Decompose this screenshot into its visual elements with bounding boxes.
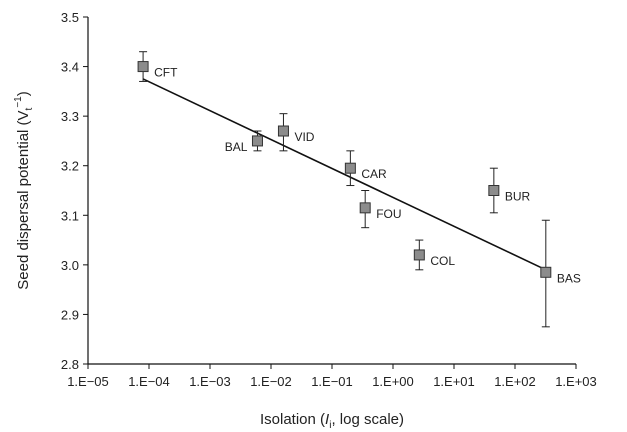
y-tick-label: 2.8	[61, 357, 79, 372]
y-tick-label: 3.4	[61, 60, 79, 75]
data-point-marker	[251, 135, 263, 147]
x-tick-label: 1.E+00	[372, 374, 414, 389]
data-point-marker	[344, 162, 356, 174]
data-point-label: VID	[294, 130, 314, 144]
x-tick-label: 1.E+01	[433, 374, 475, 389]
data-point-label: BUR	[505, 190, 531, 204]
y-tick-label: 3.5	[61, 10, 79, 25]
y-tick-label: 3.0	[61, 258, 79, 273]
x-axis-title-italic: I	[325, 411, 329, 428]
marker-layer	[137, 61, 552, 278]
data-point-label: COL	[430, 254, 455, 268]
data-point-marker	[359, 202, 371, 214]
x-axis-title-subscript: i	[329, 420, 331, 431]
x-tick-label: 1.E−03	[189, 374, 231, 389]
y-axis-title-subscript: t	[24, 107, 35, 110]
data-point-marker	[277, 125, 289, 137]
point-label-layer: CFT BAL VID CAR FOU COL BUR BAS	[154, 66, 581, 286]
x-axis-title-text: , log scale)	[331, 411, 404, 428]
trendline-layer	[142, 78, 547, 271]
y-axis-title-superscript: −1	[13, 96, 24, 108]
y-axis-title-text: )	[15, 91, 32, 96]
data-point-label: CAR	[361, 167, 387, 181]
x-axis-title: Isolation (Ii, log scale)	[260, 411, 404, 431]
data-point-marker	[137, 61, 149, 73]
data-point-marker	[488, 185, 500, 196]
data-point-marker	[413, 249, 425, 261]
x-tick-label: 1.E+03	[555, 374, 597, 389]
data-point-label: BAS	[557, 271, 581, 285]
data-point-label: BAL	[225, 140, 248, 154]
x-axis-title-text: Isolation (	[260, 411, 325, 428]
error-bar-layer	[139, 51, 550, 328]
x-tick-layer: 1.E−05 1.E−04 1.E−03 1.E−02 1.E−01 1.E+00 1.E+…	[67, 364, 597, 389]
data-point-marker	[540, 266, 552, 278]
y-tick-label: 2.9	[61, 307, 79, 322]
y-tick-label: 3.1	[61, 208, 79, 223]
x-tick-label: 1.E−04	[128, 374, 170, 389]
y-tick-layer: 2.8 2.9 3.0 3.1 3.2 3.3 3.4 3.5	[61, 10, 88, 372]
y-tick-label: 3.3	[61, 109, 79, 124]
y-tick-label: 3.2	[61, 159, 79, 174]
y-axis-title: Seed dispersal potential (Vt−1)	[13, 91, 35, 289]
x-tick-label: 1.E+02	[494, 374, 536, 389]
x-tick-label: 1.E−01	[311, 374, 353, 389]
data-point-label: CFT	[154, 66, 178, 80]
trendline	[142, 78, 547, 271]
x-tick-label: 1.E−02	[250, 374, 292, 389]
y-axis-title-text: Seed dispersal potential (V	[15, 110, 32, 289]
data-point-label: FOU	[376, 207, 401, 221]
x-tick-label: 1.E−05	[67, 374, 109, 389]
